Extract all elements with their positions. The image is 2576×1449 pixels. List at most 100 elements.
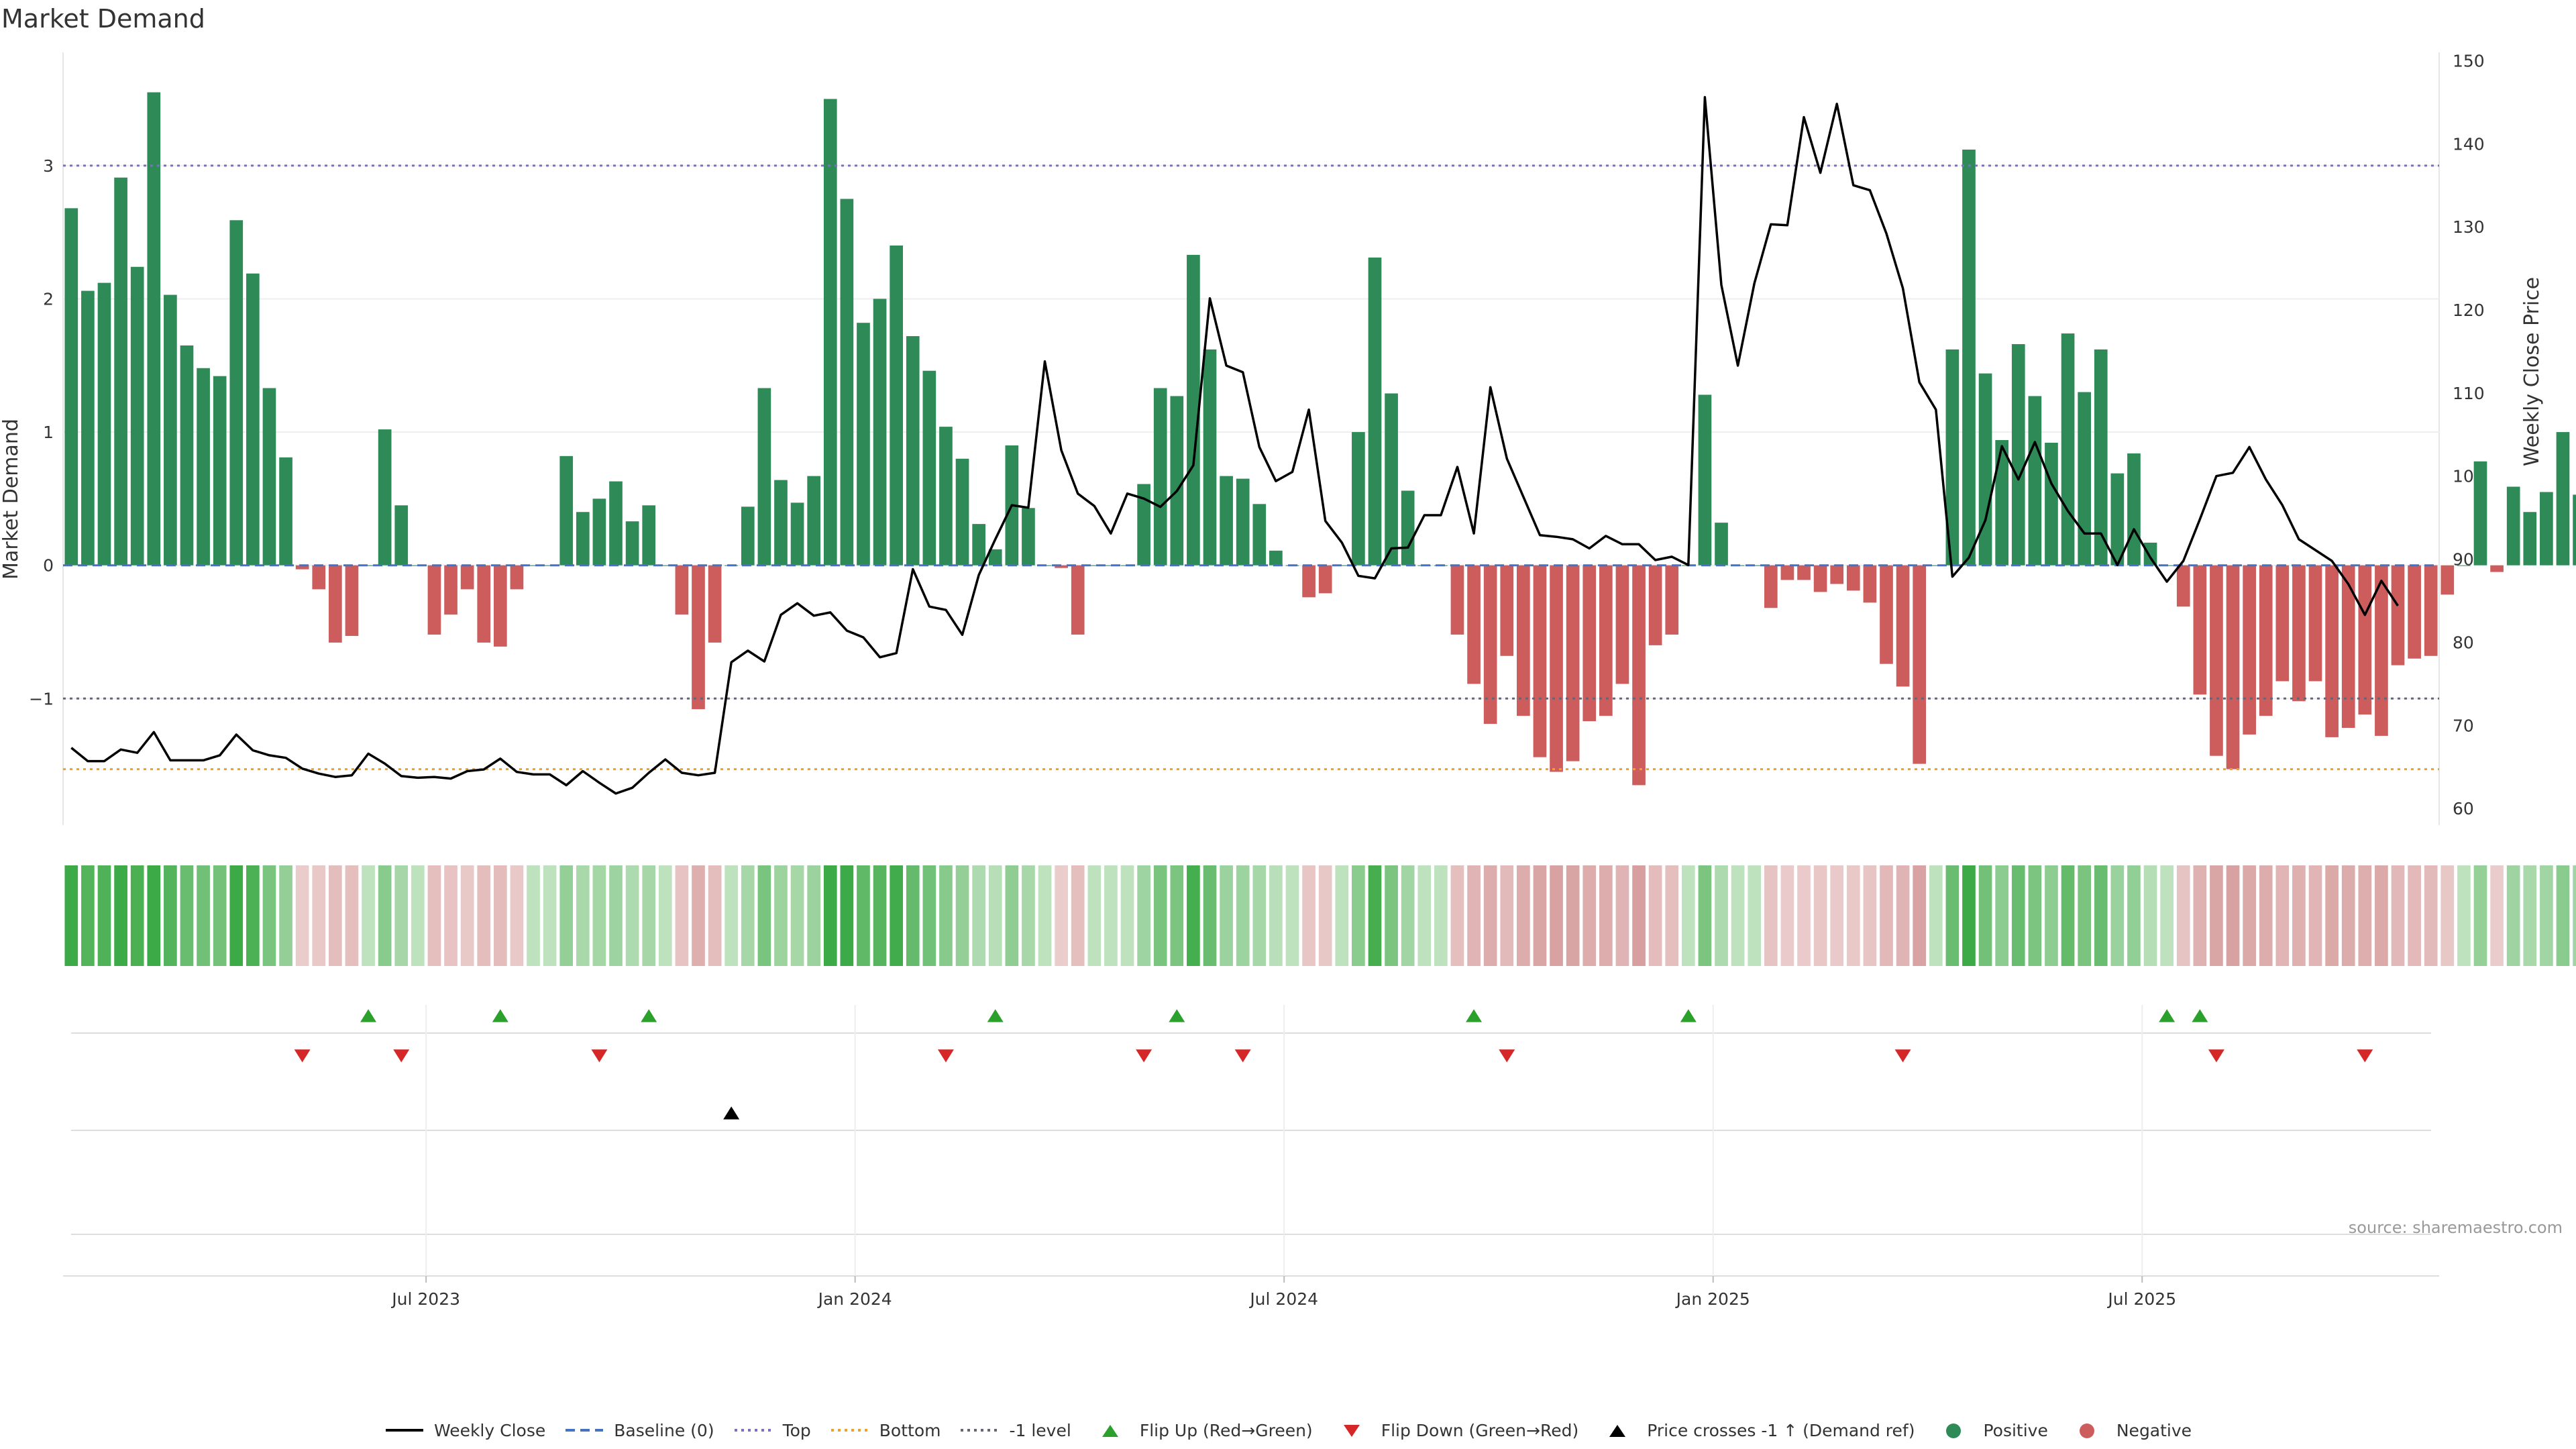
demand-bar: [444, 565, 458, 615]
demand-bar: [510, 565, 524, 590]
demand-bar: [1764, 565, 1778, 608]
legend-label: Bottom: [879, 1421, 941, 1440]
y-axis-label: Market Demand: [0, 419, 23, 580]
demand-bar: [972, 524, 985, 566]
demand-bar: [922, 370, 936, 566]
heat-strip-cell: [823, 865, 837, 966]
heat-strip-cell: [1500, 865, 1514, 966]
flip-down-marker: [393, 1049, 410, 1063]
demand-bar: [1220, 476, 1233, 566]
demand-bar: [1187, 254, 1200, 566]
heat-strip-cell: [2308, 865, 2322, 966]
demand-bar: [312, 565, 326, 590]
heat-strip-cell: [790, 865, 804, 966]
demand-bar: [2375, 565, 2388, 736]
demand-bar: [1352, 432, 1365, 566]
demand-bar: [2473, 461, 2487, 566]
heat-strip-cell: [1533, 865, 1547, 966]
heat-strip-cell: [1582, 865, 1597, 966]
heat-strip-cell: [625, 865, 639, 966]
heat-strip-cell: [658, 865, 672, 966]
heat-strip-cell: [1385, 865, 1398, 966]
demand-bar: [2110, 473, 2125, 566]
heat-strip-cell: [97, 865, 111, 966]
flip-down-marker: [1234, 1049, 1251, 1063]
demand-bar: [64, 208, 78, 566]
heat-strip-cell: [1302, 865, 1316, 966]
heat-strip-cell: [2143, 865, 2157, 966]
demand-bar: [1022, 508, 1035, 566]
heat-strip-cell: [2176, 865, 2190, 966]
heat-strip-cell: [1681, 865, 1695, 966]
flip-up-marker: [1680, 1009, 1697, 1022]
demand-bar: [1137, 484, 1150, 566]
demand-bar: [1830, 565, 1844, 584]
heat-strip-cell: [1599, 865, 1613, 966]
y-tick-label: 0: [43, 556, 54, 576]
heat-strip-cell: [460, 865, 474, 966]
heat-strip-cell: [1071, 865, 1085, 966]
demand-bar: [1517, 565, 1530, 716]
flip-down-marker: [2357, 1049, 2373, 1063]
demand-bar: [1698, 394, 1712, 566]
heat-strip-cell: [2506, 865, 2520, 966]
heat-strip-cell: [576, 865, 590, 966]
heat-strip-cell: [1648, 865, 1662, 966]
heat-strip-cell: [1005, 865, 1019, 966]
demand-bar: [2506, 486, 2520, 566]
heat-strip-cell: [1632, 865, 1646, 966]
demand-bar: [988, 549, 1002, 566]
heat-strip-cell: [2226, 865, 2240, 966]
heat-strip-cell: [2210, 865, 2223, 966]
demand-bar: [1269, 550, 1283, 566]
heat-strip-cell: [1715, 865, 1728, 966]
heat-strip-cell: [2193, 865, 2207, 966]
heat-strip-cell: [922, 865, 936, 966]
heat-strip-cell: [2391, 865, 2405, 966]
heat-strip-cell: [2523, 865, 2537, 966]
heat-strip-cell: [1665, 865, 1679, 966]
y-tick-label: −1: [29, 689, 54, 708]
demand-bar: [1599, 565, 1613, 716]
y2-tick-label: 90: [2453, 550, 2474, 570]
heat-strip-cell: [2440, 865, 2455, 966]
heat-strip-cell: [1335, 865, 1349, 966]
y2-tick-label: 70: [2453, 716, 2474, 735]
demand-bar: [708, 565, 722, 643]
triangle-down-icon: [1343, 1424, 1360, 1437]
x-tick-label: Jan 2024: [817, 1289, 892, 1309]
heat-strip-cell: [2358, 865, 2372, 966]
flip-up-marker: [1466, 1009, 1483, 1022]
demand-bar: [2061, 333, 2075, 566]
demand-bar: [1566, 565, 1580, 761]
heat-strip-cell: [1450, 865, 1464, 966]
heat-strip-cell: [1153, 865, 1167, 966]
demand-bar: [114, 177, 127, 566]
demand-bar: [1385, 393, 1398, 566]
legend-label: Positive: [1983, 1421, 2048, 1440]
demand-bar: [1467, 565, 1481, 684]
flip-down-marker: [294, 1049, 311, 1063]
demand-bar: [2045, 442, 2058, 566]
demand-bar: [1995, 439, 2009, 566]
x-tick-label: Jan 2025: [1675, 1289, 1750, 1309]
demand-bar: [2391, 565, 2405, 665]
demand-bar: [1401, 490, 1415, 566]
heat-strip-cell: [1087, 865, 1102, 966]
legend-item-flip-up: Flip Up (Red→Green): [1090, 1421, 1313, 1440]
demand-bar: [955, 458, 969, 566]
demand-bar: [1978, 373, 1992, 566]
demand-bar: [1318, 565, 1332, 594]
y2-tick-label: 110: [2453, 384, 2485, 403]
heat-strip-cell: [1170, 865, 1184, 966]
demand-bar: [1780, 565, 1794, 580]
heat-strip-cell: [692, 865, 705, 966]
source-note: source: sharemaestro.com: [2348, 1218, 2563, 1237]
heat-strip-cell: [2259, 865, 2273, 966]
heat-strip-cell: [708, 865, 722, 966]
heat-strip-cell: [2011, 865, 2025, 966]
heat-strip-cell: [2473, 865, 2487, 966]
heat-strip-cell: [345, 865, 359, 966]
price-cross-marker: [723, 1106, 740, 1120]
